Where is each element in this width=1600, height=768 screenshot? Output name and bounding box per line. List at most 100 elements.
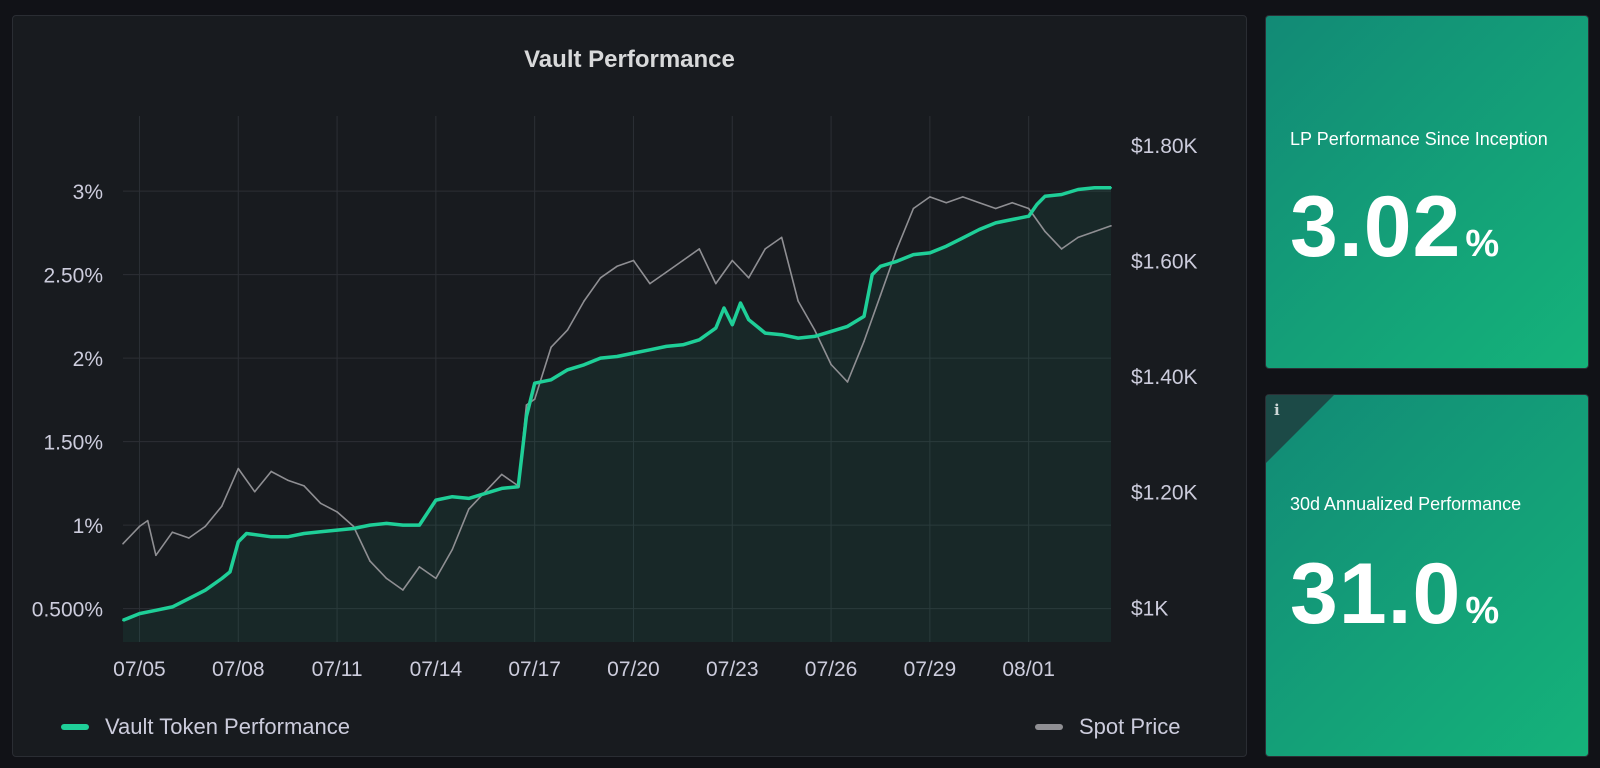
x-tick-label: 07/17 bbox=[508, 658, 561, 681]
spot-point bbox=[270, 470, 273, 473]
spot-point bbox=[155, 554, 157, 557]
spot-point bbox=[896, 248, 898, 250]
y-left-tick-label: 2% bbox=[73, 348, 103, 371]
spot-point bbox=[369, 560, 371, 562]
vault-point bbox=[1044, 195, 1047, 198]
vault-point bbox=[731, 323, 734, 326]
spot-point bbox=[138, 525, 141, 528]
stat-number: 31.0 bbox=[1290, 546, 1462, 642]
vault-point bbox=[648, 348, 651, 351]
spot-point bbox=[286, 479, 289, 481]
vault-point bbox=[138, 612, 141, 615]
vault-point bbox=[434, 499, 437, 502]
spot-point bbox=[336, 511, 338, 513]
stat-lp-performance: LP Performance Since Inception 3.02% bbox=[1265, 15, 1589, 369]
legend-label-vault: Vault Token Performance bbox=[105, 714, 350, 739]
spot-point bbox=[221, 505, 223, 507]
vault-point bbox=[928, 251, 931, 254]
stat-value: 31.0% bbox=[1290, 545, 1500, 644]
y-left-tick-label: 0.500% bbox=[32, 599, 103, 622]
vault-point bbox=[550, 378, 553, 381]
spot-point bbox=[929, 196, 931, 198]
spot-point bbox=[747, 277, 750, 279]
vault-point bbox=[863, 315, 865, 318]
spot-point bbox=[978, 201, 981, 204]
vault-point bbox=[681, 343, 684, 346]
spot-point bbox=[550, 346, 552, 349]
vault-point bbox=[616, 355, 618, 358]
spot-point bbox=[517, 485, 519, 487]
stat-unit: % bbox=[1465, 590, 1501, 632]
vault-area bbox=[123, 187, 1111, 643]
spot-point bbox=[352, 525, 355, 528]
spot-point bbox=[402, 589, 404, 591]
spot-point bbox=[616, 265, 618, 268]
vault-point bbox=[484, 492, 487, 495]
vault-point bbox=[270, 535, 273, 538]
spot-point bbox=[253, 490, 256, 493]
spot-point bbox=[830, 363, 832, 366]
vault-point bbox=[154, 609, 157, 612]
vault-point bbox=[533, 382, 536, 385]
performance-chart[interactable]: 07/05 07/08 07/11 07/14 07/17 07/20 07/23 07/26… bbox=[13, 16, 1248, 758]
vault-point bbox=[352, 527, 355, 530]
spot-point bbox=[468, 508, 470, 510]
vault-point bbox=[336, 529, 339, 532]
x-tick-label: 07/20 bbox=[607, 658, 660, 681]
vault-point bbox=[912, 253, 915, 256]
spot-point bbox=[484, 490, 487, 493]
vault-point bbox=[830, 330, 833, 333]
legend-item-vault[interactable]: Vault Token Performance bbox=[61, 714, 350, 740]
vault-point bbox=[220, 577, 223, 580]
vault-point bbox=[229, 570, 232, 573]
spot-point bbox=[566, 329, 569, 331]
spot-point bbox=[204, 525, 207, 528]
spot-point bbox=[994, 207, 997, 210]
vault-point bbox=[237, 540, 240, 543]
stat-title: LP Performance Since Inception bbox=[1290, 129, 1548, 149]
vault-point bbox=[871, 273, 874, 276]
spot-point bbox=[962, 196, 964, 198]
x-tick-label: 08/01 bbox=[1002, 658, 1055, 681]
vault-point bbox=[1093, 186, 1096, 189]
vault-point bbox=[451, 495, 454, 498]
spot-point bbox=[846, 381, 849, 383]
spot-point bbox=[1060, 248, 1063, 250]
vault-point bbox=[698, 338, 701, 341]
spot-point bbox=[764, 248, 766, 250]
spot-point bbox=[731, 259, 734, 262]
vault-point bbox=[599, 357, 602, 360]
x-tick-label: 07/08 bbox=[212, 658, 265, 681]
vault-point bbox=[665, 345, 668, 348]
spot-point bbox=[385, 577, 388, 580]
spot-point bbox=[813, 329, 816, 331]
vault-point bbox=[525, 415, 528, 418]
spot-point bbox=[500, 473, 503, 476]
spot-point bbox=[698, 248, 701, 250]
vault-point bbox=[632, 352, 635, 355]
vault-point bbox=[813, 335, 816, 338]
x-tick-label: 07/26 bbox=[805, 658, 858, 681]
vault-point bbox=[764, 332, 767, 335]
vault-point bbox=[879, 265, 882, 268]
spot-point bbox=[665, 271, 668, 273]
vault-point bbox=[401, 524, 404, 527]
vault-point bbox=[467, 497, 470, 500]
vault-point bbox=[1077, 188, 1080, 191]
x-tick-label: 07/29 bbox=[904, 658, 957, 681]
legend-item-spot[interactable]: Spot Price bbox=[1035, 714, 1181, 740]
y-left-tick-label: 1.50% bbox=[43, 432, 103, 455]
legend-label-spot: Spot Price bbox=[1079, 714, 1181, 739]
spot-point bbox=[303, 485, 305, 487]
spot-point bbox=[715, 282, 717, 285]
vault-point bbox=[1035, 203, 1038, 206]
vault-point bbox=[747, 318, 750, 321]
vault-point bbox=[187, 597, 190, 600]
vault-point bbox=[797, 337, 800, 340]
vault-point bbox=[245, 532, 248, 535]
vault-point bbox=[723, 307, 726, 310]
vault-point bbox=[961, 236, 964, 239]
vault-point bbox=[303, 532, 306, 535]
vault-point bbox=[122, 619, 124, 622]
info-icon[interactable]: i bbox=[1274, 401, 1280, 419]
